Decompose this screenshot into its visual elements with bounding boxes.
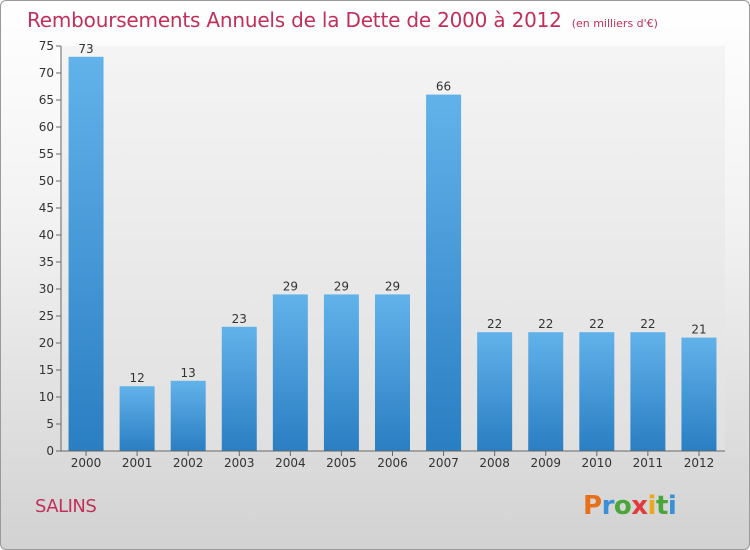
y-tick-label: 45: [39, 201, 54, 215]
bar-value-label: 29: [334, 279, 349, 293]
bar-value-label: 12: [129, 371, 144, 385]
bar-value-label: 22: [487, 317, 502, 331]
bar-value-label: 73: [78, 42, 93, 56]
y-tick-label: 5: [46, 417, 54, 431]
y-tick-label: 25: [39, 309, 54, 323]
y-tick-label: 35: [39, 255, 54, 269]
bar: [630, 332, 666, 451]
x-tick-label: 2005: [326, 456, 357, 470]
bar-value-label: 21: [691, 323, 706, 337]
y-tick-label: 10: [39, 390, 54, 404]
bars: 73 12 13 23 29 29 29 66 22 22 22 22 21: [68, 42, 717, 452]
y-tick-label: 15: [39, 363, 54, 377]
bar: [528, 332, 564, 451]
y-tick-label: 55: [39, 147, 54, 161]
chart-title-text: Remboursements Annuels de la Dette de 20…: [27, 8, 562, 32]
bar: [170, 380, 206, 451]
bar: [375, 294, 410, 451]
logo-letter: o: [613, 491, 632, 521]
logo-letter: t: [655, 491, 668, 521]
logo-letter: x: [631, 491, 648, 521]
x-tick-label: 2006: [377, 456, 408, 470]
y-tick-label: 75: [39, 39, 54, 53]
y-tick-label: 30: [39, 282, 54, 296]
bar: [681, 337, 717, 451]
bar-value-label: 23: [232, 312, 247, 326]
bar: [119, 386, 155, 451]
logo-letter: P: [583, 491, 602, 521]
x-tick-label: 2004: [275, 456, 306, 470]
bar-value-label: 22: [538, 317, 553, 331]
bar: [272, 294, 308, 451]
y-tick-label: 40: [39, 228, 54, 242]
x-axis: 2000 2001 2002 2003 2004 2005 2006 2007 2008 2009…: [61, 450, 725, 470]
bar: [477, 332, 513, 451]
bar: [68, 56, 104, 452]
x-tick-label: 2010: [582, 456, 613, 470]
bar-value-label: 29: [385, 279, 400, 293]
x-tick-label: 2002: [173, 456, 204, 470]
logo-letter: i: [667, 491, 677, 521]
proxiti-logo: Proxiti: [583, 491, 677, 521]
x-tick-label: 2001: [122, 456, 153, 470]
bar-value-label: 66: [436, 80, 451, 94]
y-tick-label: 65: [39, 93, 54, 107]
x-tick-label: 2009: [530, 456, 561, 470]
bar-value-label: 29: [283, 279, 298, 293]
bar-value-label: 22: [640, 317, 655, 331]
x-tick-label: 2000: [71, 456, 102, 470]
y-tick-label: 70: [39, 66, 54, 80]
x-tick-label: 2008: [479, 456, 510, 470]
x-tick-label: 2007: [428, 456, 459, 470]
y-tick-label: 20: [39, 336, 54, 350]
bar-value-label: 13: [181, 366, 196, 380]
chart-title: Remboursements Annuels de la Dette de 20…: [27, 8, 658, 32]
y-axis: 0 5 10 15 20 25 30 35 40 45 50 55 60 65 70 75: [39, 39, 62, 458]
logo-letter: r: [601, 491, 615, 521]
town-name: SALINS: [35, 496, 97, 517]
y-tick-label: 50: [39, 174, 54, 188]
bar: [221, 326, 257, 451]
x-tick-label: 2012: [684, 456, 715, 470]
y-tick-label: 60: [39, 120, 54, 134]
y-tick-label: 0: [46, 444, 54, 458]
x-tick-label: 2011: [633, 456, 664, 470]
bar: [426, 94, 462, 451]
bar: [323, 294, 359, 451]
chart-unit: (en milliers d'€): [571, 17, 658, 30]
logo-letter: i: [647, 491, 657, 521]
bar: [579, 332, 615, 451]
bar-value-label: 22: [589, 317, 604, 331]
x-tick-label: 2003: [224, 456, 255, 470]
